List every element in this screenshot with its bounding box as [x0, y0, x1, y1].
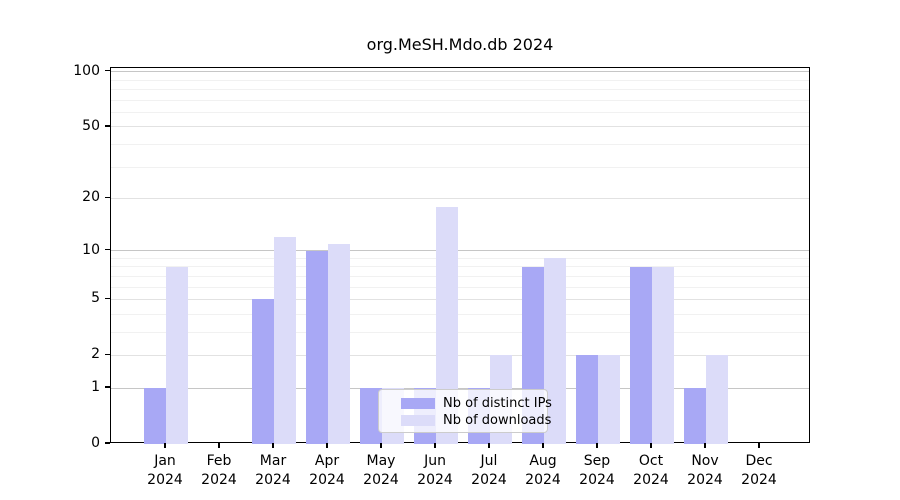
- gridline-y-100: [111, 71, 809, 73]
- x-tick-label-dec: Dec 2024: [741, 453, 777, 488]
- y-tick-0: [105, 442, 110, 444]
- y-tick-1: [105, 386, 110, 388]
- gridline-y-90: [111, 79, 809, 81]
- gridline-y-1: [111, 387, 809, 389]
- gridline-y-50: [111, 126, 809, 128]
- x-tick-may: [380, 443, 382, 448]
- gridline-y-10: [111, 250, 809, 252]
- x-tick-label-jun: Jun 2024: [417, 453, 453, 488]
- y-tick-100: [105, 70, 110, 72]
- y-tick-2: [105, 353, 110, 356]
- legend-label-downloads: Nb of downloads: [443, 413, 552, 428]
- x-tick-label-oct: Oct 2024: [633, 453, 669, 488]
- gridline-y-30: [111, 166, 809, 168]
- x-tick-label-jul: Jul 2024: [471, 453, 507, 488]
- y-tick-50: [105, 125, 110, 127]
- gridline-y-5: [111, 298, 809, 300]
- y-tick-label-2: 2: [91, 346, 100, 363]
- gridline-y-4: [111, 313, 809, 315]
- x-tick-jun: [434, 443, 436, 448]
- gridline-y-40: [111, 144, 809, 145]
- legend-label-distinct-ips: Nb of distinct IPs: [443, 396, 552, 411]
- y-tick-10: [105, 248, 110, 251]
- x-tick-jan: [164, 443, 166, 448]
- y-tick-label-0: 0: [91, 435, 100, 451]
- gridline-y-7: [111, 275, 809, 277]
- x-tick-label-jan: Jan 2024: [147, 453, 183, 488]
- bar-distinct-ips-jan: [144, 388, 166, 444]
- bar-distinct-ips-mar: [252, 299, 274, 444]
- x-tick-sep: [596, 443, 598, 448]
- gridline-y-8: [111, 266, 809, 268]
- bar-distinct-ips-oct: [630, 266, 652, 444]
- x-tick-oct: [650, 443, 652, 448]
- bar-downloads-mar: [274, 237, 296, 444]
- plot-area: [110, 67, 810, 444]
- legend-swatch-distinct-ips: [401, 398, 435, 409]
- y-tick-label-5: 5: [91, 290, 100, 307]
- y-tick-label-100: 100: [73, 62, 100, 79]
- bar-downloads-sep: [598, 355, 620, 444]
- bar-downloads-oct: [652, 266, 674, 444]
- bar-distinct-ips-may: [360, 388, 382, 444]
- bar-distinct-ips-nov: [684, 388, 706, 444]
- x-tick-feb: [218, 443, 220, 448]
- gridline-y-60: [111, 111, 809, 113]
- x-tick-label-aug: Aug 2024: [525, 453, 561, 488]
- legend-item-distinct-ips: Nb of distinct IPs: [401, 395, 552, 412]
- y-tick-5: [105, 297, 110, 300]
- x-tick-label-apr: Apr 2024: [309, 453, 345, 488]
- x-tick-aug: [542, 443, 544, 448]
- gridline-y-9: [111, 257, 809, 259]
- legend-item-downloads: Nb of downloads: [401, 412, 551, 429]
- y-tick-label-1: 1: [91, 379, 100, 396]
- x-tick-label-feb: Feb 2024: [201, 453, 237, 488]
- x-tick-nov: [704, 443, 706, 448]
- gridline-y-20: [111, 197, 809, 199]
- gridline-y-80: [111, 89, 809, 91]
- legend-swatch-downloads: [401, 415, 435, 426]
- bar-downloads-jun: [436, 206, 458, 444]
- x-tick-label-sep: Sep 2024: [579, 453, 615, 488]
- x-tick-label-nov: Nov 2024: [687, 453, 723, 488]
- bar-downloads-nov: [706, 355, 728, 444]
- y-tick-20: [105, 196, 110, 199]
- x-tick-label-may: May 2024: [363, 453, 399, 488]
- x-tick-apr: [326, 443, 328, 448]
- gridline-y-70: [111, 99, 809, 101]
- chart-title: org.MeSH.Mdo.db 2024: [366, 35, 554, 54]
- bar-downloads-jan: [166, 266, 188, 444]
- gridline-y-3: [111, 331, 809, 333]
- gridline-y-2: [111, 354, 809, 356]
- x-tick-dec: [758, 443, 760, 448]
- x-tick-label-mar: Mar 2024: [255, 453, 291, 488]
- bar-distinct-ips-apr: [306, 250, 328, 444]
- y-tick-label-20: 20: [82, 189, 100, 206]
- bar-downloads-apr: [328, 243, 350, 444]
- legend: Nb of distinct IPs Nb of downloads: [378, 389, 552, 433]
- x-tick-jul: [488, 443, 490, 448]
- x-tick-mar: [272, 443, 274, 448]
- y-tick-label-50: 50: [82, 117, 100, 134]
- y-tick-label-10: 10: [82, 241, 100, 258]
- bar-distinct-ips-sep: [576, 355, 598, 444]
- gridline-y-6: [111, 286, 809, 288]
- bar-downloads-aug: [544, 258, 566, 444]
